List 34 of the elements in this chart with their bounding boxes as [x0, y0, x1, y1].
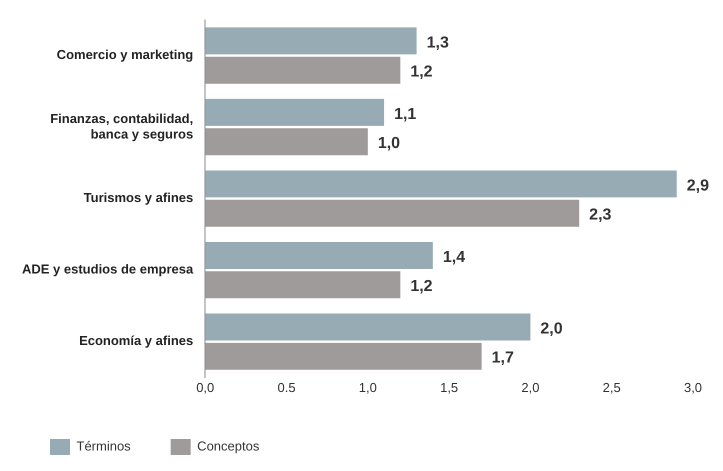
bar: [205, 242, 433, 269]
x-tick-label: 2,0: [521, 380, 540, 395]
data-label: 1,3: [426, 34, 449, 52]
bar: [205, 170, 677, 198]
bar: [205, 56, 400, 84]
legend-label: Conceptos: [197, 438, 260, 454]
data-label: 1,7: [492, 350, 514, 367]
y-tick-label: Comercio y marketing: [56, 47, 194, 62]
bar: [205, 98, 384, 126]
data-label: 1,2: [410, 278, 433, 296]
legend-label: Términos: [76, 438, 132, 454]
x-tick-label: 1,0: [358, 380, 377, 395]
data-label: 1,0: [378, 135, 400, 152]
x-tick-label: 1,5: [440, 380, 458, 395]
bar: [205, 200, 580, 227]
data-label: 1,2: [410, 64, 433, 81]
data-label: 2,9: [686, 177, 710, 194]
y-tick-label: Turismos y afines: [84, 190, 194, 206]
bar: [205, 27, 417, 54]
bar: [205, 128, 368, 156]
x-tick-label: 0.5: [277, 380, 296, 395]
y-tick-label: Economía y afines: [79, 333, 194, 348]
x-tick-label: 2,5: [602, 380, 621, 395]
data-label: 1,1: [394, 106, 416, 123]
bar: [205, 271, 400, 298]
data-label: 2,3: [589, 206, 612, 224]
y-tick-label: Finanzas, contabilidad, banca y seguros: [50, 110, 194, 142]
bar: [205, 342, 482, 370]
data-label: 2,0: [540, 320, 563, 338]
bar: [205, 313, 530, 340]
data-label: 1,4: [442, 248, 466, 266]
y-tick-label: ADE y estudios de empresa: [22, 262, 194, 277]
x-tick-label: 3,0: [684, 380, 702, 395]
x-tick-label: 0,0: [196, 380, 214, 395]
